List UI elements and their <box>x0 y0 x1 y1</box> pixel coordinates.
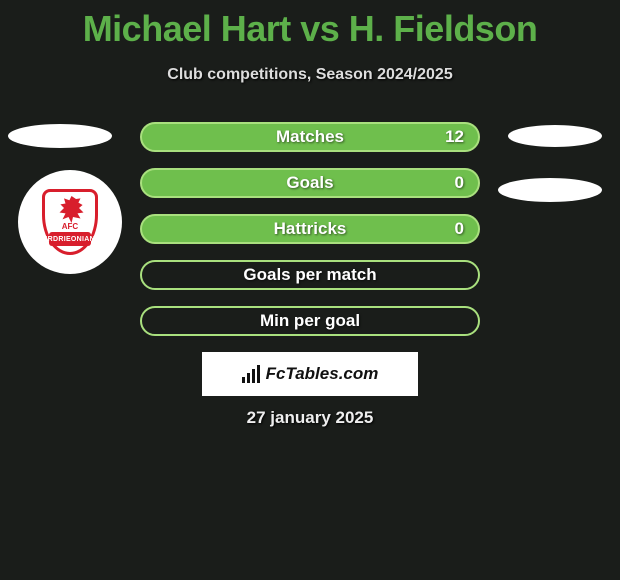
stat-label: Matches <box>276 127 344 147</box>
player-right-placeholder-1 <box>508 125 602 147</box>
stat-label: Hattricks <box>274 219 347 239</box>
stat-bar: Matches 12 <box>140 122 480 152</box>
page-title: Michael Hart vs H. Fieldson <box>0 0 620 50</box>
stat-bar: Hattricks 0 <box>140 214 480 244</box>
player-left-placeholder <box>8 124 112 148</box>
club-badge: AFC AIRDRIEONIANS <box>18 170 122 274</box>
brand-box: FcTables.com <box>202 352 418 396</box>
stat-value: 0 <box>455 173 464 193</box>
club-abbrev: AFC <box>45 222 95 231</box>
stat-value: 0 <box>455 219 464 239</box>
stat-bar: Goals per match <box>140 260 480 290</box>
date-text: 27 january 2025 <box>0 408 620 428</box>
stat-bar: Min per goal <box>140 306 480 336</box>
player-right-placeholder-2 <box>498 178 602 202</box>
brand-text: FcTables.com <box>266 364 379 384</box>
subtitle: Club competitions, Season 2024/2025 <box>0 66 620 84</box>
stat-value: 12 <box>445 127 464 147</box>
stat-label: Goals <box>286 173 333 193</box>
bars-chart-icon <box>242 365 260 383</box>
stats-bars: Matches 12 Goals 0 Hattricks 0 Goals per match… <box>140 122 480 352</box>
stat-label: Min per goal <box>260 311 360 331</box>
club-shield-icon: AFC AIRDRIEONIANS <box>42 189 98 255</box>
stat-label: Goals per match <box>243 265 376 285</box>
club-ribbon: AIRDRIEONIANS <box>49 232 91 246</box>
stat-bar: Goals 0 <box>140 168 480 198</box>
